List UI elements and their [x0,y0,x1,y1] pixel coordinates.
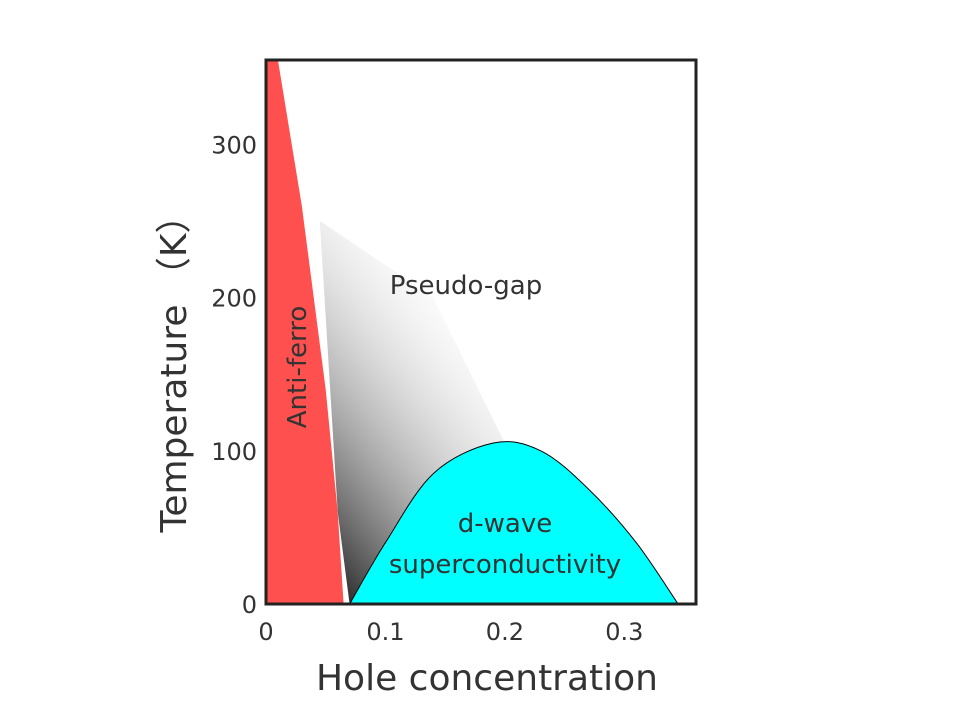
x-axis-title: Hole concentration [316,658,658,699]
y-tick-labels: 0 100 200 300 [211,131,257,619]
x-tick-label: 0.1 [366,618,404,646]
plot-frame [264,58,698,606]
sc-label-line-1: d-wave [458,509,552,539]
antiferro-region [266,60,344,604]
superconducting-dome [349,441,679,604]
sc-label-line-2: superconductivity [389,550,621,580]
y-tick-label: 0 [242,591,257,619]
x-tick-labels: 0 0.1 0.2 0.3 [258,618,643,646]
y-tick-label: 200 [211,285,257,313]
x-tick-label: 0.3 [605,618,643,646]
y-axis-title: Temperature （K） [154,197,195,533]
pseudogap-region [319,220,505,604]
x-tick-label: 0 [258,618,273,646]
antiferro-label: Anti-ferro [283,306,313,428]
y-tick-label: 100 [211,438,257,466]
pseudogap-label: Pseudo-gap [390,271,542,301]
x-tick-label: 0.2 [486,618,524,646]
y-tick-label: 300 [211,131,257,159]
